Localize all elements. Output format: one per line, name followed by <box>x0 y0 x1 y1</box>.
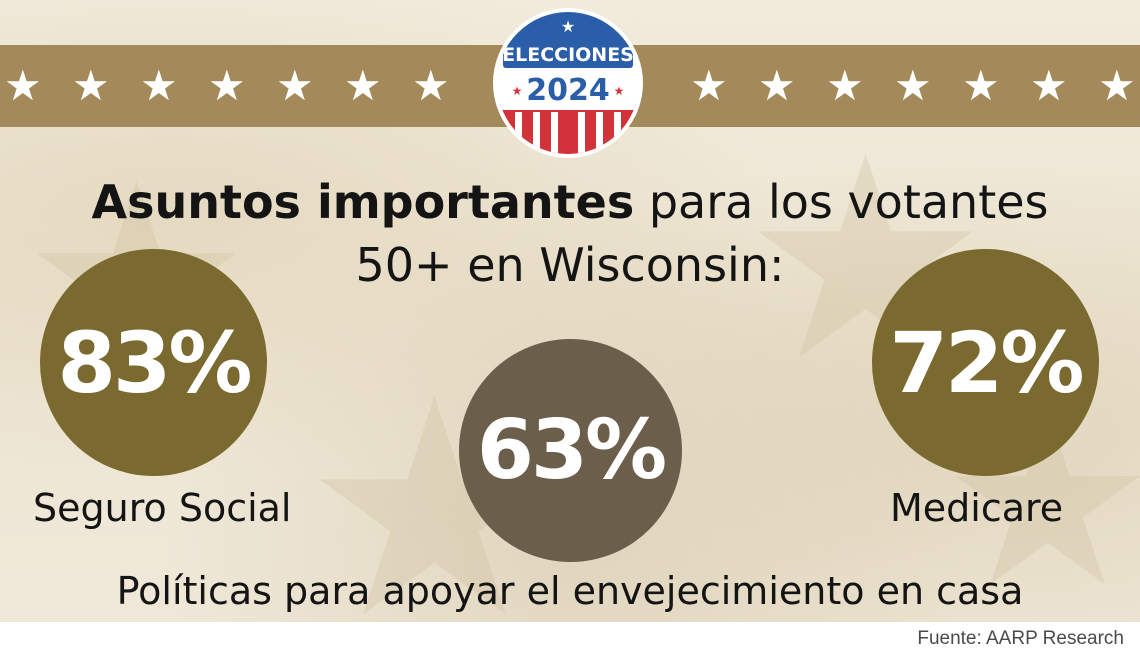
stat-label-envejecimiento: Políticas para apoyar el envejecimiento … <box>116 569 1024 613</box>
left-star-row: ★ ★ ★ ★ ★ ★ ★ <box>4 45 450 127</box>
stat-value: 72% <box>889 313 1084 412</box>
headline-rest: para los votantes <box>634 175 1049 229</box>
svg-text:★: ★ <box>512 84 523 98</box>
stat-label-seguro-social: Seguro Social <box>33 486 292 530</box>
badge-line1: ELECCIONES <box>502 44 634 66</box>
elecciones-2024-badge: ★ ELECCIONES ★ ★ 2024 <box>493 8 643 158</box>
star-icon: ★ <box>276 61 314 110</box>
star-icon: ★ <box>894 61 932 110</box>
headline-bold: Asuntos importantes <box>91 175 635 229</box>
star-icon: ★ <box>1030 61 1068 110</box>
stat-value: 83% <box>57 313 252 412</box>
svg-text:★: ★ <box>614 84 625 98</box>
star-icon: ★ <box>4 61 42 110</box>
star-icon: ★ <box>826 61 864 110</box>
star-icon: ★ <box>690 61 728 110</box>
star-icon: ★ <box>758 61 796 110</box>
infographic: ★ ★ ★ ★ ★ ★ ★ ★ ★ ★ ★ ★ ★ ★ ★ ★ ★ ★ <box>0 0 1140 622</box>
badge-line2: 2024 <box>526 73 610 108</box>
star-icon: ★ <box>140 61 178 110</box>
stat-label-medicare: Medicare <box>890 486 1064 530</box>
star-icon: ★ <box>72 61 110 110</box>
star-icon: ★ <box>1098 61 1136 110</box>
headline-line-1: Asuntos importantes para los votantes <box>0 175 1140 230</box>
source-credit: Fuente: AARP Research <box>917 628 1124 649</box>
badge-graphic: ★ ELECCIONES ★ ★ 2024 <box>497 12 639 154</box>
stat-value: 63% <box>476 403 667 498</box>
star-icon: ★ <box>208 61 246 110</box>
headline-line-2: 50+ en Wisconsin: <box>355 238 785 292</box>
star-icon: ★ <box>962 61 1000 110</box>
star-icon: ★ <box>412 61 450 110</box>
star-icon: ★ <box>344 61 382 110</box>
stat-circle-medicare: 72% <box>872 249 1099 476</box>
svg-text:★: ★ <box>561 17 575 36</box>
stat-circle-envejecimiento: 63% <box>459 339 682 562</box>
right-star-row: ★ ★ ★ ★ ★ ★ ★ <box>690 45 1136 127</box>
stat-circle-seguro-social: 83% <box>40 249 267 476</box>
